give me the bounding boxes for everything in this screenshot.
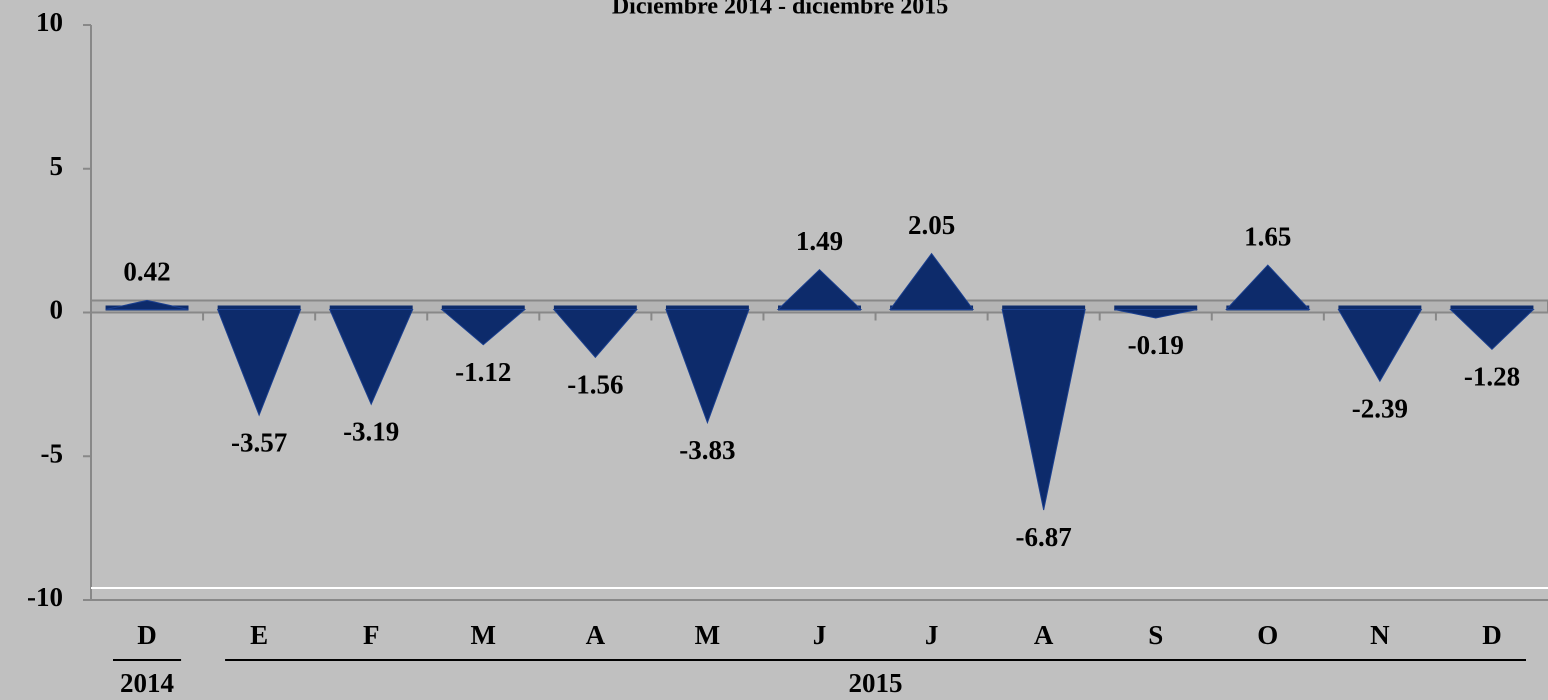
y-tick-label: -10 (27, 582, 63, 612)
x-tick-label: S (1148, 620, 1163, 650)
bar (216, 309, 302, 417)
y-tick-label: -5 (41, 438, 64, 468)
bar (328, 309, 414, 406)
bar (1337, 309, 1423, 383)
bar (665, 309, 750, 425)
bar (552, 309, 638, 359)
x-tick-label: A (586, 620, 606, 650)
y-tick-label: 5 (50, 151, 64, 181)
bar (1114, 309, 1198, 319)
value-label: -1.56 (567, 370, 623, 400)
bar (1225, 264, 1311, 310)
y-tick-label: 10 (36, 7, 63, 37)
group-label: 2015 (849, 668, 903, 698)
chart-title: Diciembre 2014 - diciembre 2015 (612, 0, 948, 20)
value-label: 2.05 (908, 210, 955, 240)
value-label: -3.83 (679, 435, 735, 465)
value-label: 1.49 (796, 226, 843, 256)
bar-base (553, 305, 637, 311)
x-tick-label: E (250, 620, 268, 650)
bar (440, 309, 527, 346)
y-tick-label: 0 (50, 295, 64, 325)
bar-base (441, 305, 525, 311)
x-tick-label: M (471, 620, 496, 650)
bar-base (1338, 305, 1422, 311)
x-tick-label: M (695, 620, 720, 650)
value-label: -2.39 (1352, 393, 1408, 423)
x-tick-label: J (813, 620, 827, 650)
value-label: -3.19 (343, 416, 399, 446)
x-tick-label: D (137, 620, 157, 650)
value-label: 0.42 (123, 257, 170, 287)
bar-base (1450, 305, 1534, 311)
bar (105, 299, 189, 310)
x-tick-label: D (1482, 620, 1502, 650)
value-label: -3.57 (231, 427, 287, 457)
bar-base (329, 305, 413, 311)
value-label: -6.87 (1016, 522, 1072, 552)
bar (1001, 309, 1086, 511)
group-label: 2014 (120, 668, 174, 698)
value-label: 1.65 (1244, 221, 1291, 251)
bar (1449, 309, 1535, 350)
x-tick-label: J (925, 620, 939, 650)
bar-base (217, 305, 301, 311)
bar-base (665, 305, 749, 311)
bar-base (1002, 305, 1086, 311)
value-label: -0.19 (1128, 330, 1184, 360)
bar-base (1114, 305, 1198, 311)
bar (776, 268, 863, 310)
bar (889, 252, 975, 310)
x-tick-label: A (1034, 620, 1054, 650)
x-tick-label: O (1257, 620, 1278, 650)
value-label: -1.28 (1464, 362, 1520, 392)
x-tick-label: N (1370, 620, 1390, 650)
value-label: -1.12 (455, 357, 511, 387)
x-tick-label: F (363, 620, 380, 650)
